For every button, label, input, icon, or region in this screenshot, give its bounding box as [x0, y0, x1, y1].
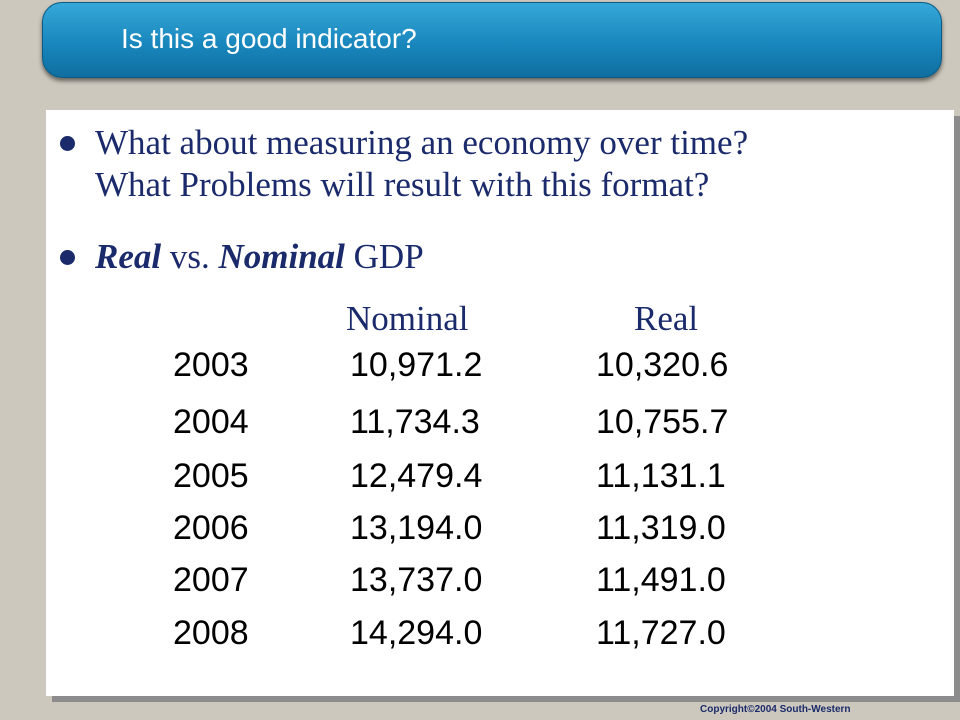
- table-row: 2003 10,971.2 10,320.6: [0, 344, 960, 386]
- bullet-text: What about measuring an economy over tim…: [95, 122, 915, 206]
- nominal-cell: 13,737.0: [350, 561, 483, 599]
- term-nominal: Nominal: [218, 237, 345, 276]
- year-cell: 2003: [173, 346, 249, 384]
- slide-title: Is this a good indicator?: [121, 23, 417, 54]
- copyright-notice: Copyright©2004 South-Western: [700, 704, 851, 715]
- bullet-dot-icon: [60, 136, 75, 151]
- column-header-real: Real: [634, 299, 699, 338]
- year-cell: 2007: [173, 561, 249, 599]
- title-bar: Is this a good indicator?: [42, 2, 942, 78]
- term-real: Real: [95, 237, 162, 276]
- year-cell: 2008: [173, 614, 249, 652]
- bullet-line-1: What about measuring an economy over tim…: [95, 123, 749, 162]
- text-gdp: GDP: [344, 237, 424, 276]
- year-cell: 2006: [173, 509, 249, 547]
- nominal-cell: 10,971.2: [350, 346, 483, 384]
- column-header-nominal: Nominal: [346, 299, 469, 338]
- bullet-item-measuring: What about measuring an economy over tim…: [60, 122, 915, 206]
- table-row: 2007 13,737.0 11,491.0: [0, 559, 960, 601]
- bullet-dot-icon: [60, 250, 75, 265]
- content-panel: [46, 110, 954, 696]
- bullet-line-2: What Problems will result with this form…: [95, 165, 710, 204]
- table-row: 2005 12,479.4 11,131.1: [0, 455, 960, 497]
- nominal-cell: 11,734.3: [350, 403, 480, 441]
- year-cell: 2005: [173, 457, 249, 495]
- real-cell: 11,491.0: [596, 561, 726, 599]
- table-row: 2006 13,194.0 11,319.0: [0, 507, 960, 549]
- nominal-cell: 14,294.0: [350, 614, 483, 652]
- real-cell: 11,131.1: [596, 457, 726, 495]
- nominal-cell: 12,479.4: [350, 457, 483, 495]
- real-cell: 10,755.7: [596, 403, 729, 441]
- bullet-line: Real vs. Nominal GDP: [95, 236, 915, 278]
- real-cell: 11,727.0: [596, 614, 726, 652]
- bullet-item-real-vs-nominal: Real vs. Nominal GDP: [60, 236, 915, 278]
- bullet-text: Real vs. Nominal GDP: [95, 236, 915, 278]
- real-cell: 11,319.0: [596, 509, 726, 547]
- real-cell: 10,320.6: [596, 346, 729, 384]
- year-cell: 2004: [173, 403, 249, 441]
- text-vs: vs.: [161, 237, 219, 276]
- table-row: 2008 14,294.0 11,727.0: [0, 612, 960, 654]
- table-row: 2004 11,734.3 10,755.7: [0, 401, 960, 443]
- nominal-cell: 13,194.0: [350, 509, 483, 547]
